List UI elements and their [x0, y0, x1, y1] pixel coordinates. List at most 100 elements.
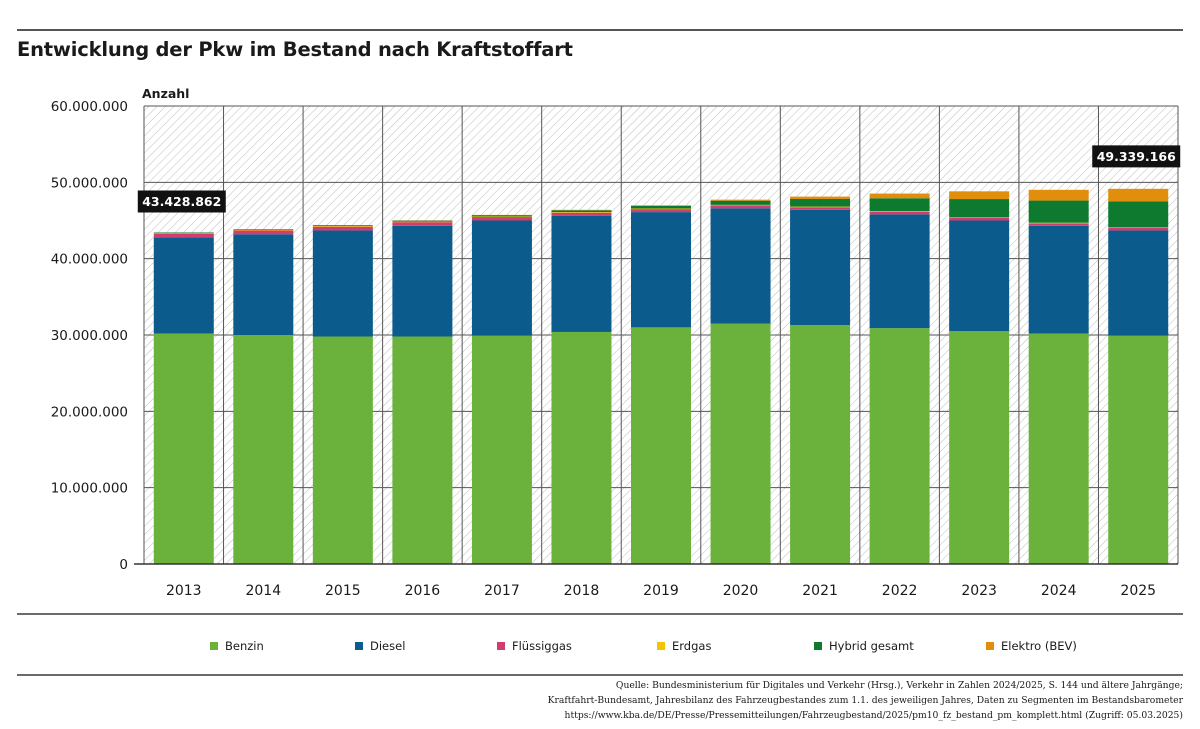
bar-segment-fl-ssiggas — [631, 209, 691, 213]
bar-segment-hybrid-gesamt — [233, 229, 294, 230]
bar-segment-hybrid-gesamt — [312, 225, 373, 227]
bar-segment-erdgas — [1108, 227, 1169, 228]
bar-segment-hybrid-gesamt — [949, 199, 1010, 218]
legend-item: Elektro (BEV) — [986, 636, 1077, 656]
bar-segment-elektro-bev- — [631, 205, 691, 206]
bar-segment-benzin — [1028, 333, 1089, 564]
x-tick-label: 2016 — [405, 583, 441, 599]
y-tick-label: 40.000.000 — [51, 252, 128, 268]
x-tick-label: 2013 — [166, 583, 202, 599]
bar-segment-benzin — [471, 335, 532, 564]
total-annotation-label: 49.339.166 — [1097, 149, 1176, 164]
source-note: Quelle: Bundesministerium für Digitales … — [283, 678, 1183, 723]
bar-segment-benzin — [631, 327, 691, 564]
bar-segment-diesel — [312, 230, 373, 337]
x-tick-label: 2015 — [325, 583, 361, 599]
y-tick-label: 30.000.000 — [51, 328, 128, 344]
bar-segment-benzin — [233, 335, 294, 564]
bar-segment-fl-ssiggas — [869, 211, 930, 215]
bar-segment-diesel — [949, 220, 1010, 332]
legend-item: Flüssiggas — [497, 636, 572, 656]
bar-segment-elektro-bev- — [790, 196, 851, 199]
chart-title: Entwicklung der Pkw im Bestand nach Kraf… — [17, 38, 573, 61]
bar-segment-fl-ssiggas — [551, 212, 612, 216]
bar-segment-benzin — [710, 323, 771, 564]
legend-label: Benzin — [225, 639, 264, 653]
bar-segment-hybrid-gesamt — [1028, 200, 1089, 223]
bar-segment-benzin — [869, 328, 930, 564]
bar-segment-elektro-bev- — [869, 193, 930, 199]
bar-segment-fl-ssiggas — [949, 217, 1010, 221]
bar-segment-diesel — [1108, 230, 1169, 336]
x-tick-label: 2019 — [643, 583, 679, 599]
bar-segment-diesel — [551, 215, 612, 332]
legend-swatch — [814, 642, 822, 650]
bar-segment-hybrid-gesamt — [631, 205, 691, 209]
bar-segment-erdgas — [869, 211, 930, 212]
bar-segment-erdgas — [233, 229, 294, 231]
bar-segment-elektro-bev- — [710, 199, 771, 201]
legend-label: Diesel — [370, 639, 406, 653]
bar-segment-erdgas — [551, 212, 612, 213]
top-rule — [17, 29, 1183, 31]
bar-segment-fl-ssiggas — [710, 205, 771, 209]
bar-segment-elektro-bev- — [1108, 188, 1169, 202]
bar-segment-erdgas — [392, 221, 453, 223]
x-tick-label: 2018 — [564, 583, 600, 599]
y-tick-label: 20.000.000 — [51, 404, 128, 420]
bar-segment-hybrid-gesamt — [1108, 201, 1169, 228]
y-tick-label: 50.000.000 — [51, 175, 128, 191]
x-tick-label: 2025 — [1120, 583, 1156, 599]
source-top-rule — [17, 674, 1183, 676]
legend-swatch — [497, 642, 505, 650]
bar-segment-hybrid-gesamt — [790, 198, 851, 207]
bar-segment-diesel — [1028, 225, 1089, 334]
bar-segment-diesel — [710, 208, 771, 324]
bar-segment-erdgas — [471, 216, 532, 218]
bar-segment-benzin — [949, 331, 1010, 564]
x-tick-label: 2022 — [882, 583, 918, 599]
legend-swatch — [657, 642, 665, 650]
x-tick-label: 2021 — [802, 583, 838, 599]
bar-segment-fl-ssiggas — [471, 217, 532, 221]
source-line: Kraftfahrt-Bundesamt, Jahresbilanz des F… — [547, 695, 1183, 706]
bar-segment-benzin — [1108, 335, 1169, 564]
bar-segment-diesel — [790, 209, 851, 326]
bar-segment-fl-ssiggas — [392, 222, 453, 226]
bar-segment-diesel — [471, 220, 532, 336]
bar-segment-erdgas — [949, 217, 1010, 218]
bar-segment-hybrid-gesamt — [392, 220, 453, 222]
bar-segment-fl-ssiggas — [1108, 227, 1169, 231]
x-tick-label: 2024 — [1041, 583, 1077, 599]
legend-swatch — [355, 642, 363, 650]
bar-segment-diesel — [869, 214, 930, 329]
bar-segment-benzin — [153, 333, 214, 564]
bar-segment-benzin — [392, 336, 453, 564]
legend-label: Elektro (BEV) — [1001, 639, 1077, 653]
total-annotation-box — [1092, 145, 1181, 168]
bar-segment-hybrid-gesamt — [471, 215, 532, 217]
legend-top-rule — [17, 613, 1183, 615]
bar-segment-hybrid-gesamt — [710, 200, 771, 205]
legend-swatch — [210, 642, 218, 650]
legend-swatch — [986, 642, 994, 650]
bar-segment-diesel — [392, 225, 453, 337]
legend-item: Diesel — [355, 636, 405, 656]
bar-segment-erdgas — [790, 206, 851, 208]
bar-segment-hybrid-gesamt — [869, 198, 930, 212]
bar-segment-fl-ssiggas — [233, 230, 294, 235]
source-line: https://www.kba.de/DE/Presse/Pressemitte… — [564, 710, 1183, 721]
x-tick-label: 2017 — [484, 583, 520, 599]
bar-segment-benzin — [312, 336, 373, 564]
bar-segment-erdgas — [1028, 222, 1089, 224]
bar-segment-diesel — [233, 234, 294, 335]
bar-segment-fl-ssiggas — [1028, 223, 1089, 226]
bar-segment-fl-ssiggas — [312, 226, 373, 231]
x-tick-label: 2020 — [723, 583, 759, 599]
chart-legend: Benzin Diesel Flüssiggas Erdgas Hybrid gesam… — [0, 636, 1200, 656]
legend-label: Hybrid gesamt — [829, 639, 914, 653]
bar-segment-erdgas — [710, 204, 771, 206]
stacked-bar-chart: 0 10.000.000 20.000.000 30.000.000 40.000.00… — [51, 86, 1181, 599]
bar-segment-erdgas — [153, 232, 214, 234]
bar-segment-elektro-bev- — [1028, 189, 1089, 201]
